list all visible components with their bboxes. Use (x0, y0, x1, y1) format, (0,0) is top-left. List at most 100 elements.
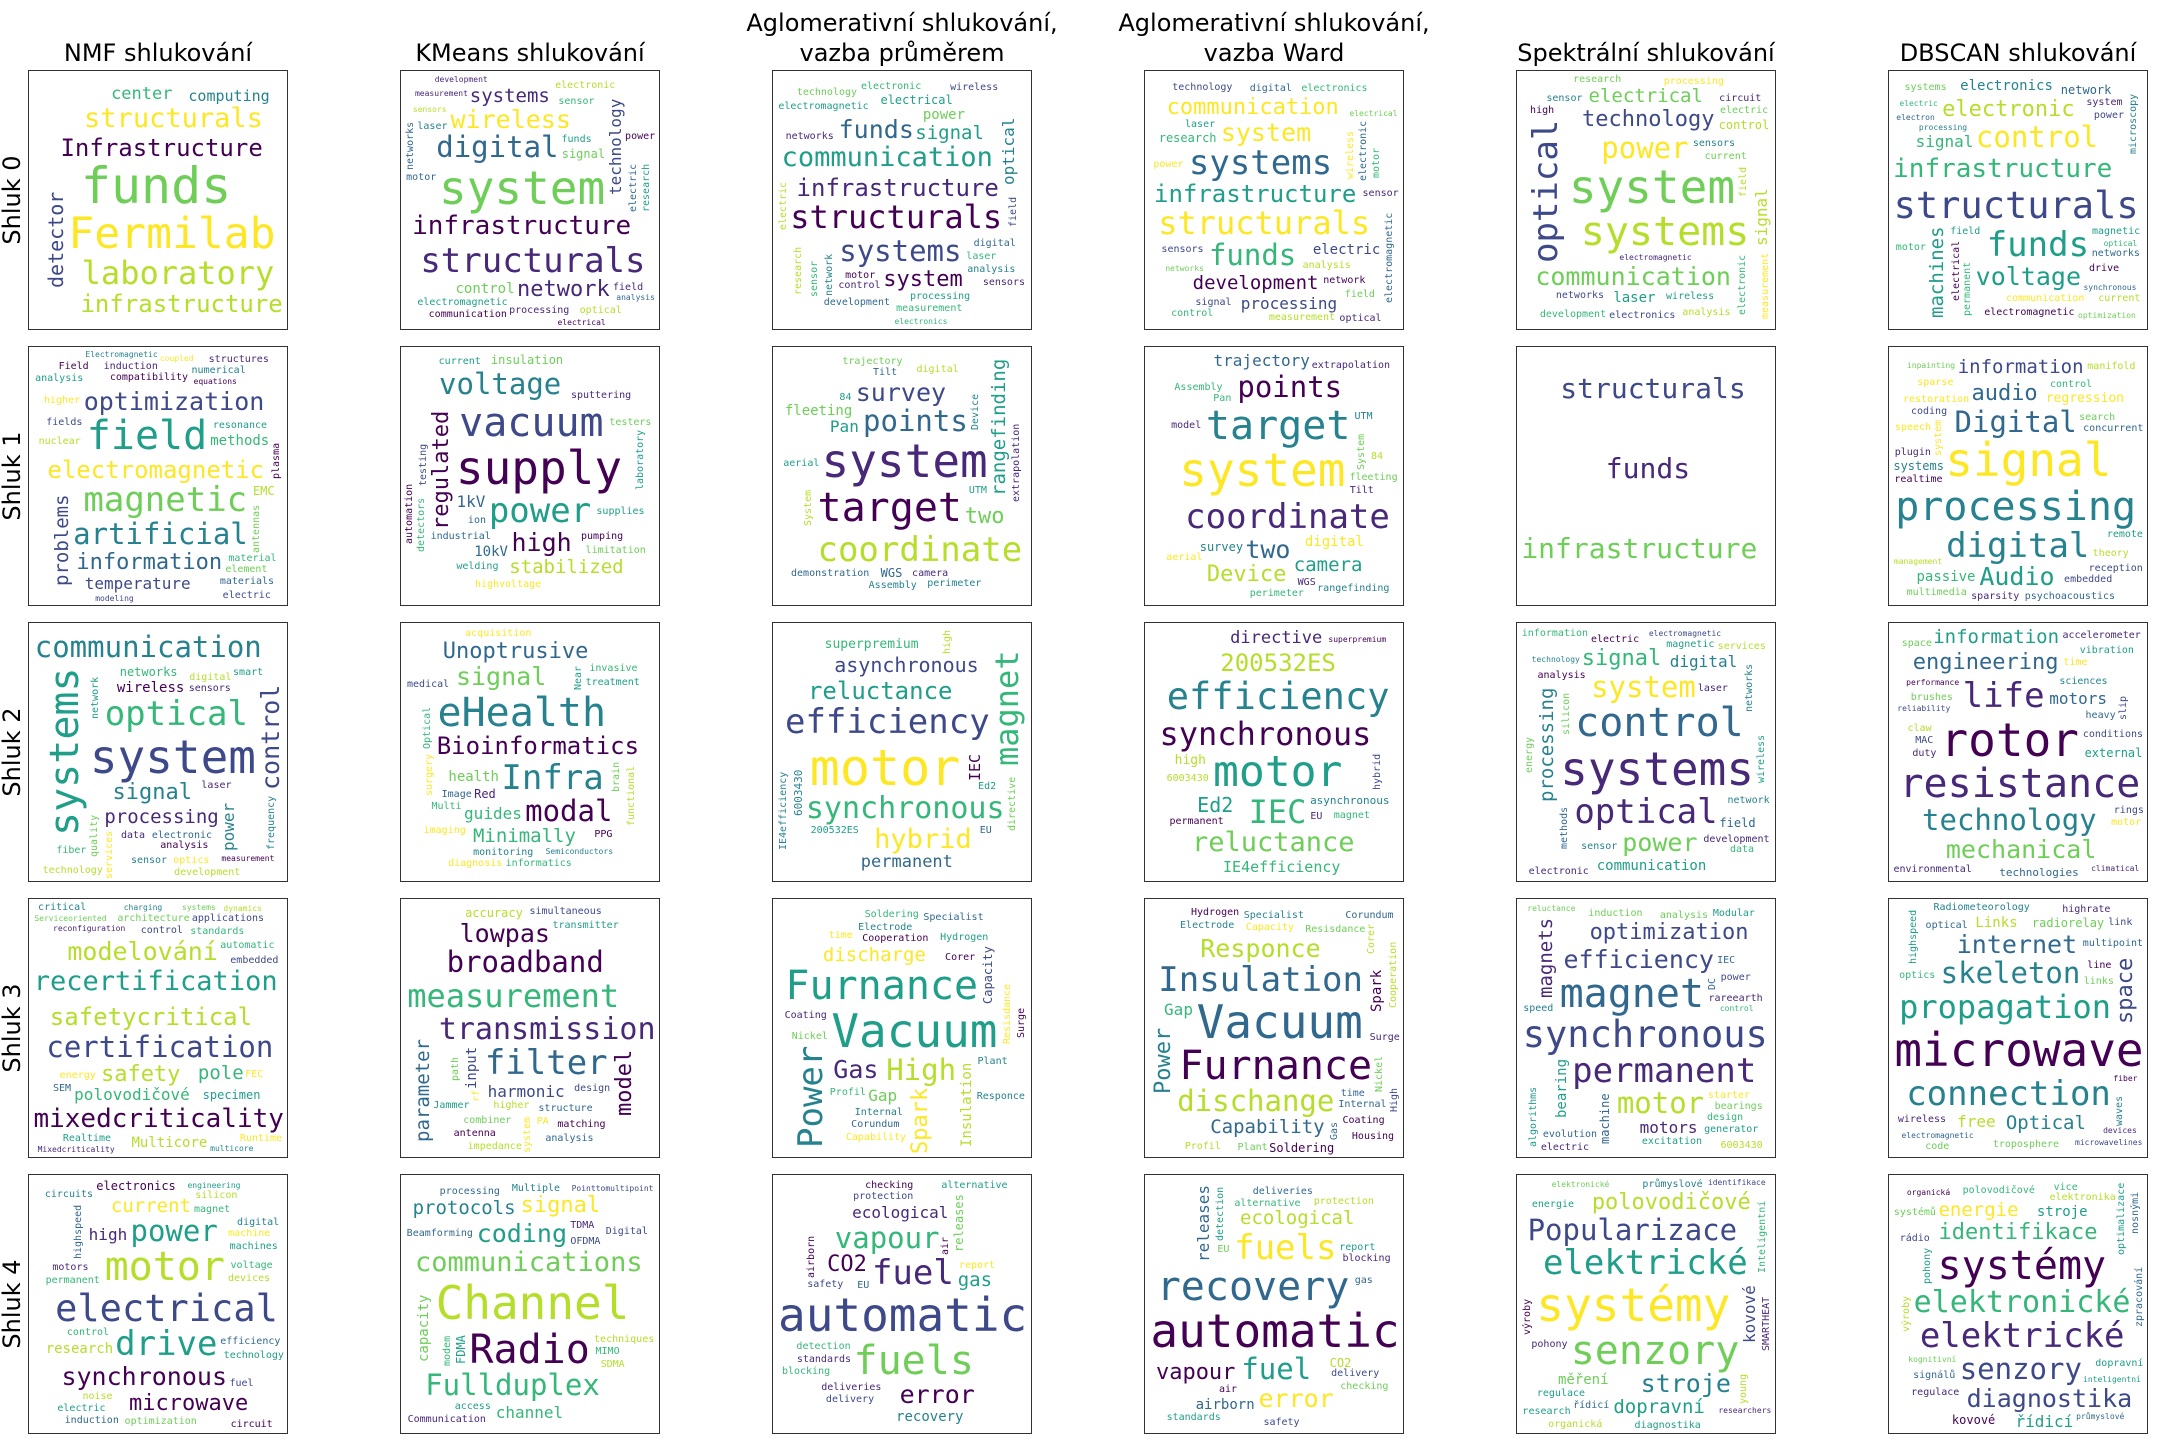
wordcloud-word: WGS (1297, 577, 1316, 589)
wordcloud-word: EU (1310, 810, 1323, 822)
wordcloud-word: electric (627, 163, 639, 212)
wordcloud-word: temperature (84, 574, 191, 594)
wordcloud-word: power (625, 130, 656, 142)
wordcloud-word: technology (1172, 82, 1233, 94)
wordcloud-word: speech (1894, 422, 1932, 434)
wordcloud-word: communication (2006, 293, 2085, 305)
wordcloud-word: řídicí (1573, 1399, 1610, 1411)
wordcloud-word: slip (2118, 695, 2130, 720)
wordcloud-word: power (219, 802, 238, 851)
wordcloud-word: field (1950, 226, 1981, 238)
wordcloud-word: processing (439, 1185, 500, 1197)
wordcloud-word: perimeter (1249, 588, 1304, 600)
wordcloud-word: technology (1922, 802, 2097, 837)
wordcloud-word: electromagnetic (1984, 306, 2075, 318)
wordcloud-word: heavy (2085, 709, 2116, 721)
wordcloud-word: Power (790, 1045, 831, 1149)
wordcloud-word: synchronous (2083, 283, 2137, 293)
wordcloud-word: pumping (580, 530, 624, 542)
wordcloud-word: information (1521, 627, 1588, 639)
wordcloud-word: efficiency (784, 701, 990, 742)
wordcloud-word: technology (223, 1350, 284, 1362)
wordcloud-word: fleeting (784, 403, 853, 420)
wordcloud-word: fiber (2113, 1074, 2138, 1084)
wordcloud-panel: structurals infrastructure funds control vol… (1888, 70, 2148, 330)
wordcloud-word: Profil (829, 1087, 866, 1099)
wordcloud-panel: Vacuum Furnance Power High Gas Spark discharge… (772, 898, 1032, 1158)
wordcloud-word: Multiple (511, 1183, 561, 1195)
wordcloud-word: Bioinformatics (436, 731, 640, 760)
wordcloud-word: polovodičové (74, 1085, 190, 1105)
wordcloud-word: laser (966, 251, 997, 263)
wordcloud-panel: Bioinformatics eHealth Infra modal signal Uno… (400, 622, 660, 882)
wordcloud-word: Resisdance (1001, 984, 1013, 1045)
column-title: KMeans shlukování (415, 39, 645, 67)
wordcloud-word: measurement (1760, 252, 1772, 319)
wordcloud-word: control (838, 280, 881, 292)
wordcloud-word: motor (845, 269, 876, 281)
wordcloud-word: microscopy (2128, 93, 2140, 154)
wordcloud-word: Corer (1366, 924, 1378, 955)
wordcloud-word: electrical (1588, 85, 1703, 108)
wordcloud-word: analysis (1659, 909, 1709, 921)
wordcloud-word: dopravní (1613, 1396, 1705, 1419)
wordcloud-word: funds (1605, 452, 1691, 485)
wordcloud-word: system (89, 729, 256, 784)
wordcloud-panel: synchronous magnet permanent motor efficienc… (1516, 898, 1776, 1158)
wordcloud-word: efficiency (220, 1336, 281, 1348)
wordcloud-word: diagnosis (448, 858, 503, 870)
wordcloud-word: power (1720, 972, 1751, 984)
wordcloud-word: releases (952, 1194, 967, 1252)
wordcloud-word: Cooperation (1387, 941, 1399, 1008)
wordcloud-word: monitoring (473, 846, 534, 858)
wordcloud-word: medical (407, 679, 450, 691)
wordcloud-word: guides (464, 804, 522, 824)
wordcloud-word: stroje (1640, 1369, 1731, 1399)
wordcloud-word: sensors (1692, 138, 1736, 150)
wordcloud-word: theory (2092, 548, 2129, 560)
wordcloud-word: airborn (805, 1236, 817, 1279)
wordcloud-word: information (76, 550, 223, 576)
wordcloud-word: laser (1613, 290, 1656, 307)
wordcloud-word: WGS (880, 566, 903, 581)
wordcloud-word: blocking (781, 1366, 831, 1378)
wordcloud-word: machine (228, 1228, 271, 1240)
wordcloud-word: measurement (1268, 312, 1336, 324)
wordcloud-word: noise (82, 1391, 113, 1403)
wordcloud-word: technology (1531, 655, 1580, 665)
wordcloud-word: Assembly (1174, 381, 1223, 393)
wordcloud-word: specimen (202, 1087, 261, 1102)
wordcloud-word: information (1933, 625, 2060, 648)
wordcloud-word: Gap (868, 1086, 898, 1106)
wordcloud-word: Surge (1016, 1007, 1027, 1038)
wordcloud-word: electromagnetic (778, 101, 869, 112)
wordcloud-word: equations (193, 376, 237, 386)
wordcloud-word: synchronous (805, 791, 1005, 827)
wordcloud-word: methods (210, 432, 270, 449)
wordcloud-word: infrastructure (796, 173, 999, 202)
wordcloud-word: electric (57, 1402, 106, 1414)
wordcloud-word: radiorelay (2031, 916, 2105, 931)
wordcloud-word: Inteligentní (1757, 1201, 1769, 1274)
wordcloud-word: electronics (96, 1179, 176, 1194)
wordcloud-word: 84 (1370, 451, 1384, 463)
wordcloud-word: life (1962, 675, 2045, 716)
wordcloud-word: checking (1340, 1381, 1389, 1393)
wordcloud-word: IEC (965, 753, 984, 781)
wordcloud-word: architecture (117, 913, 190, 925)
wordcloud-word: aerial (783, 458, 820, 470)
wordcloud-word: resonance (212, 420, 268, 432)
wordcloud-word: structurals (790, 198, 1003, 237)
wordcloud-word: Radiometeorology (1933, 902, 2030, 914)
wordcloud-word: current (2098, 292, 2141, 304)
wordcloud-word: sensor (1581, 840, 1618, 852)
wordcloud-word: internet (1956, 930, 2078, 960)
wordcloud-word: recovery (896, 1408, 964, 1425)
wordcloud-word: Ed2 (978, 780, 997, 792)
wordcloud-word: processing (1240, 294, 1338, 314)
wordcloud-word: blocking (1342, 1252, 1391, 1264)
wordcloud-word: power (1153, 158, 1184, 170)
wordcloud-word: plugin (1894, 447, 1931, 459)
wordcloud-word: automatic (220, 939, 275, 951)
wordcloud-word: matching (557, 1119, 606, 1131)
